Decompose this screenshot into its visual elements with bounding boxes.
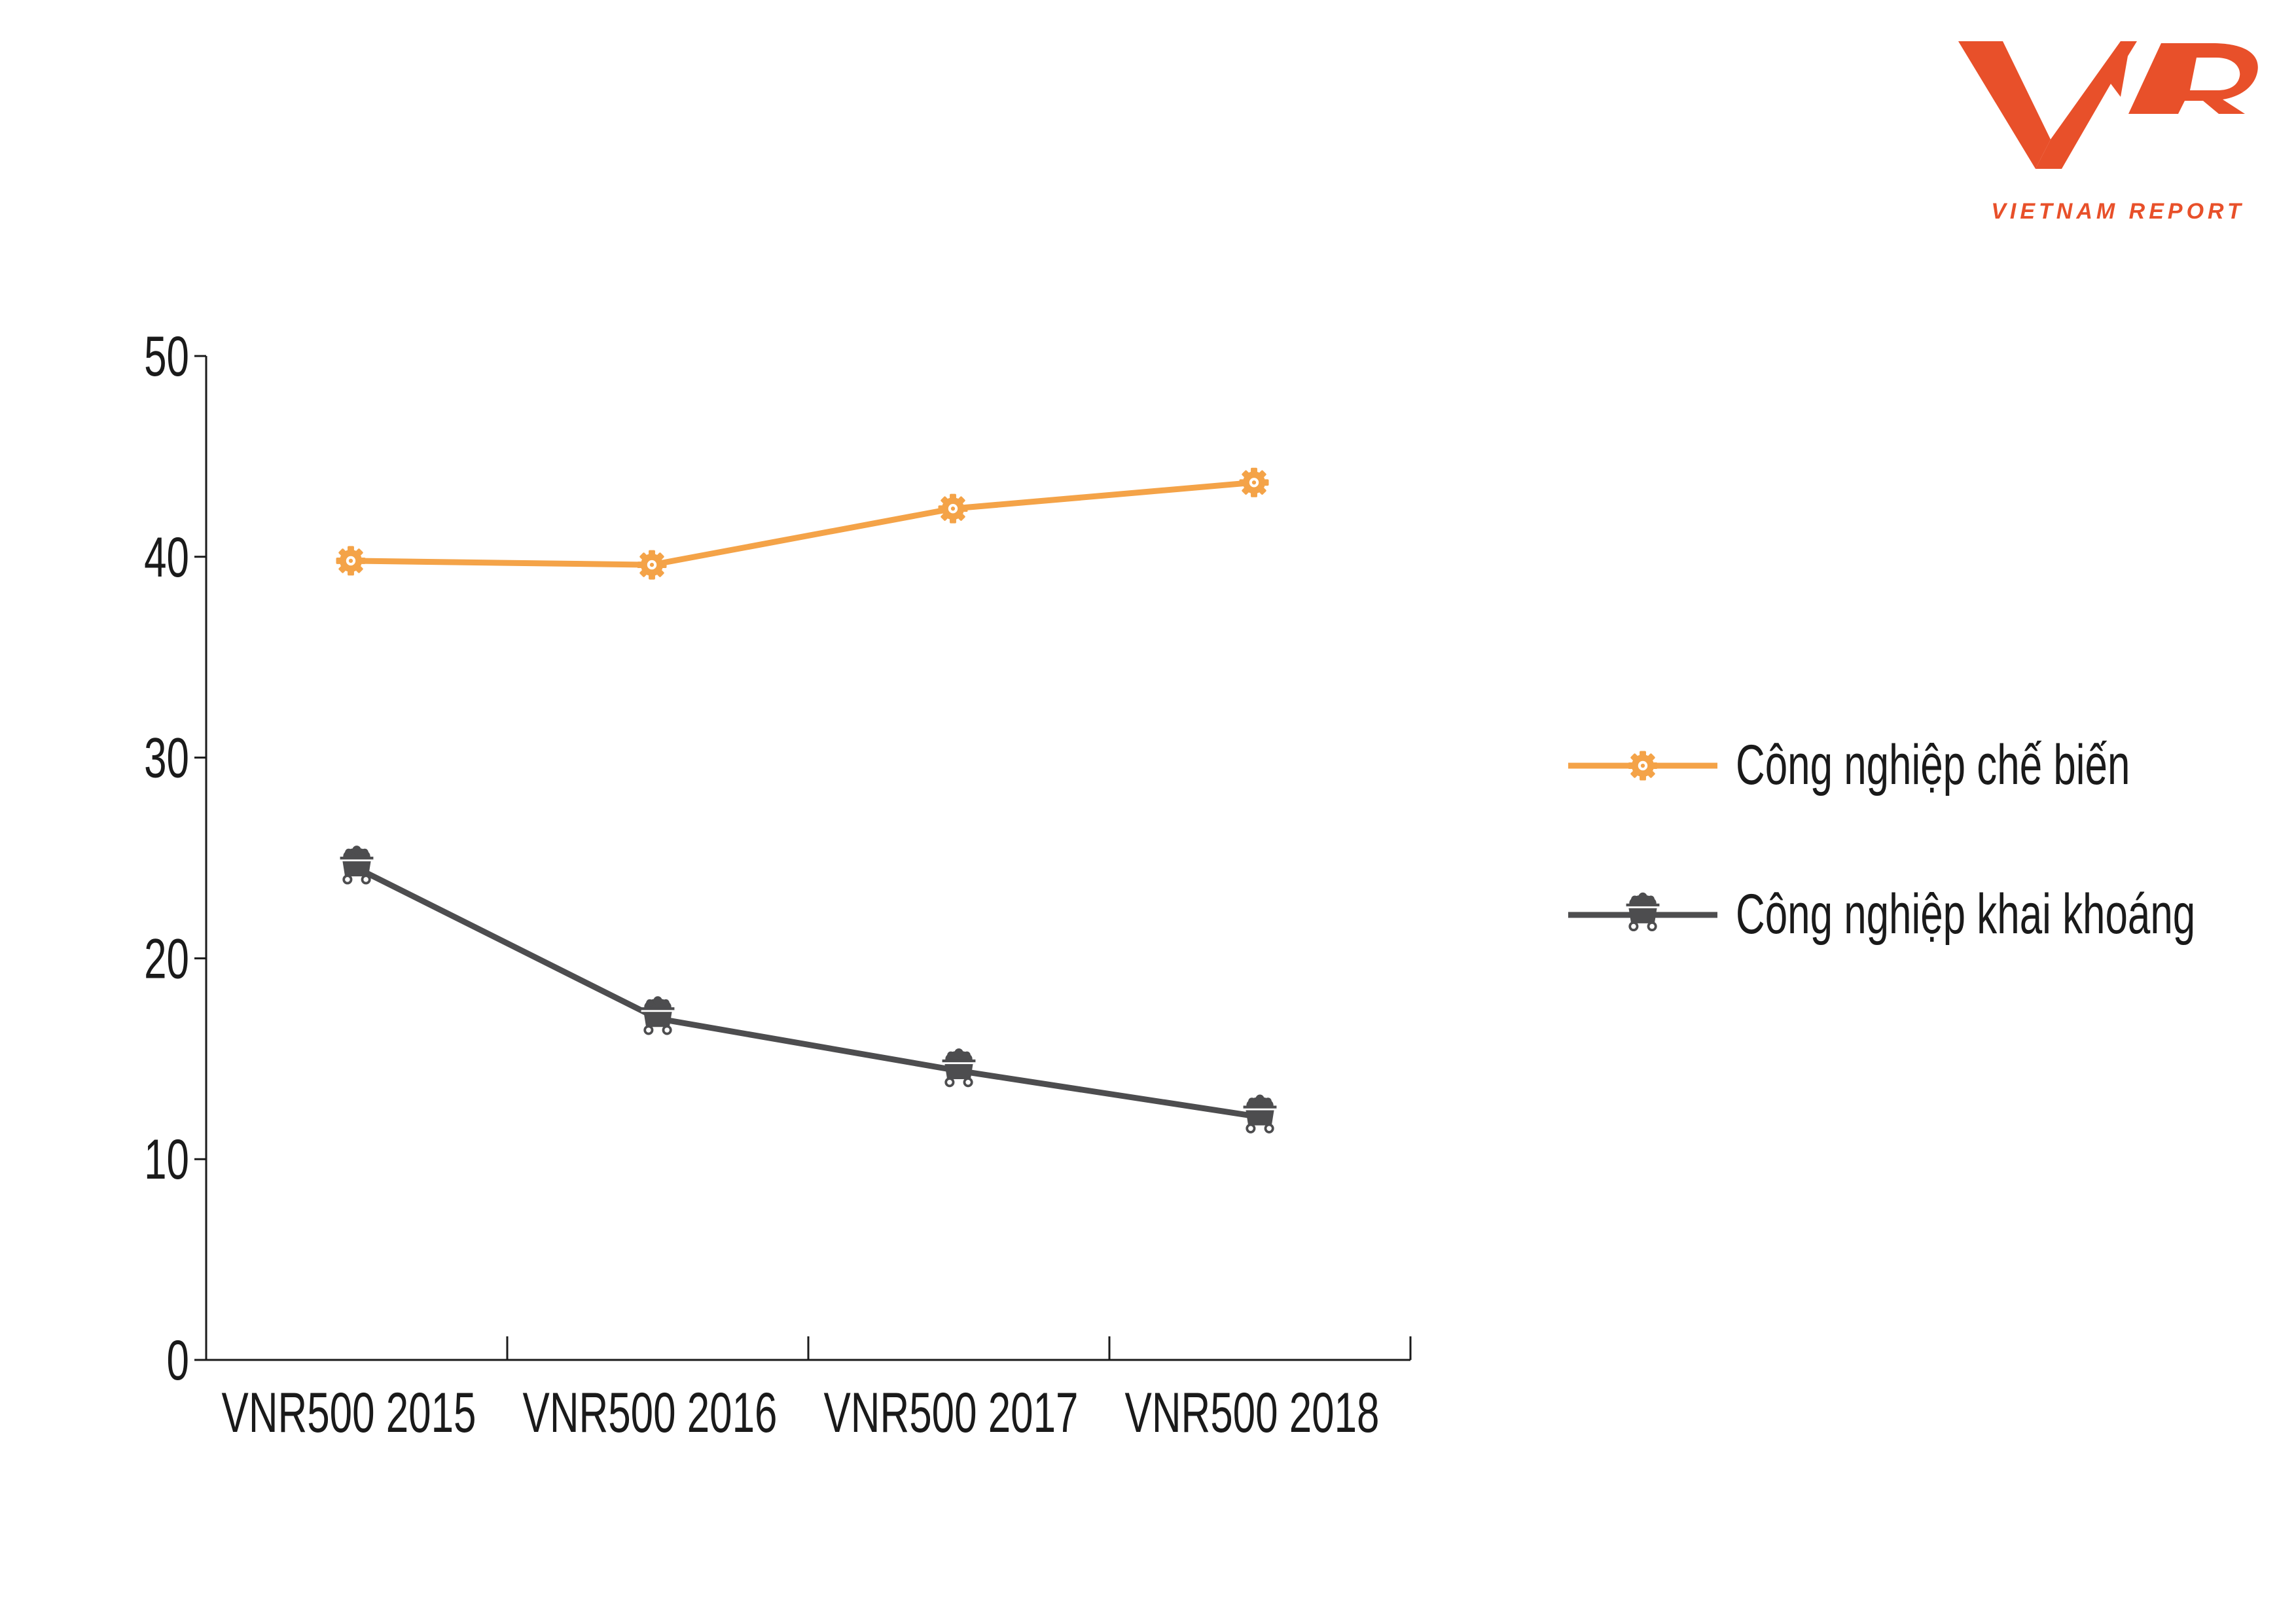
series-line	[350, 479, 1255, 568]
y-tick-label: 30	[144, 726, 189, 789]
x-axis: VNR500 2015 VNR500 2016 VNR500 2017 VNR500 …	[206, 1336, 1412, 1444]
x-tick-label: VNR500 2016	[523, 1381, 778, 1444]
gear-icon	[1239, 467, 1269, 497]
x-tick-label: VNR500 2017	[824, 1381, 1079, 1444]
legend-label: Công nghiệp khai khoáng	[1736, 882, 2195, 945]
gear-icon	[336, 546, 366, 576]
y-tick-label: 0	[167, 1329, 189, 1391]
mine-cart-icon	[338, 844, 375, 885]
series-2	[338, 844, 1278, 1133]
gear-icon	[938, 493, 968, 524]
x-tick-label: VNR500 2018	[1125, 1381, 1380, 1444]
legend-label: Công nghiệp chế biến	[1736, 733, 2130, 796]
legend: Công nghiệp chế biến Công nghiệp khai kho…	[1568, 733, 2195, 945]
x-tick-label: VNR500 2015	[222, 1381, 476, 1444]
mine-cart-icon	[941, 1047, 977, 1088]
y-tick-label: 50	[144, 325, 189, 387]
mine-cart-icon	[1624, 891, 1661, 932]
gear-icon	[637, 550, 667, 580]
y-tick-label: 20	[144, 927, 189, 990]
series-1	[336, 467, 1269, 580]
mine-cart-icon	[1242, 1093, 1278, 1133]
y-axis: 0 10 20 30 40 50	[144, 325, 207, 1391]
legend-item: Công nghiệp chế biến	[1568, 733, 2130, 796]
legend-item: Công nghiệp khai khoáng	[1568, 882, 2195, 945]
series-line	[355, 865, 1261, 1120]
vnr-logo	[1958, 41, 2258, 169]
plot-area	[336, 467, 1278, 1133]
y-tick-label: 40	[144, 526, 189, 588]
vnr-logo-caption: VIETNAM REPORT	[1991, 199, 2245, 224]
y-tick-label: 10	[144, 1128, 189, 1190]
gear-icon	[1628, 751, 1658, 781]
mine-cart-icon	[639, 995, 676, 1035]
